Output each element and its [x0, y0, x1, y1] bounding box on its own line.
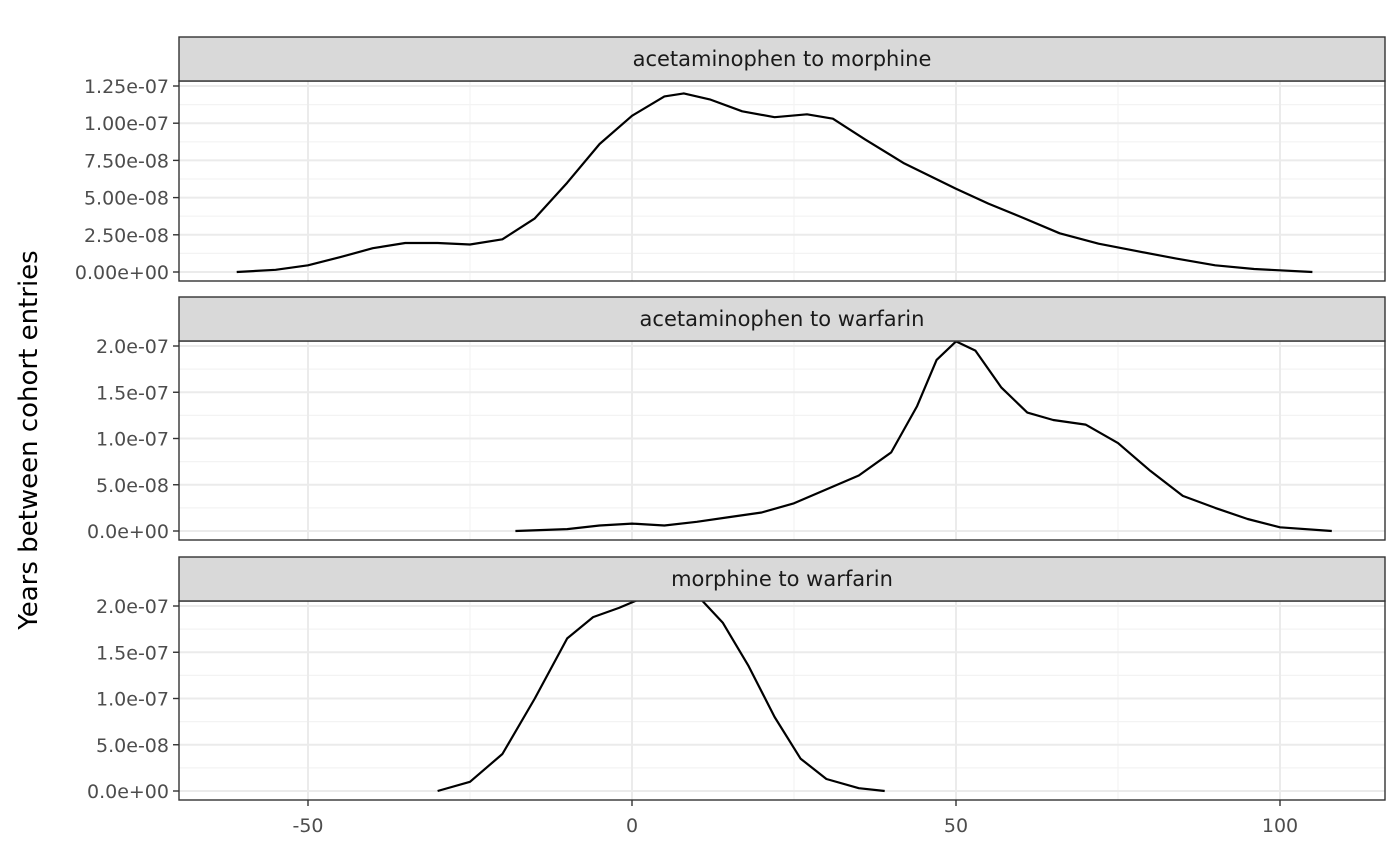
facet-panel-2: acetaminophen to warfarin 0.0e+00 5.0e-08 1… — [87, 296, 1386, 543]
y-tick-label: 7.50e-08 — [84, 150, 169, 172]
facet-panel-1: acetaminophen to morphine 0.00e+00 2.50e-0… — [75, 36, 1386, 284]
facets-layer: acetaminophen to morphine 0.00e+00 2.50e-0… — [75, 36, 1386, 803]
y-tick-label: 5.0e-08 — [96, 475, 169, 497]
density-curve — [515, 340, 1332, 533]
facet-strip-label: morphine to warfarin — [671, 567, 893, 591]
y-tick-label: 1.25e-07 — [84, 76, 169, 98]
y-tick-label: 1.00e-07 — [84, 113, 169, 135]
x-axis: -50 0 50 100 — [292, 800, 1298, 837]
facet-strip-label: acetaminophen to morphine — [633, 47, 932, 71]
x-tick-label: -50 — [292, 815, 323, 837]
y-tick-label: 2.0e-07 — [96, 336, 169, 358]
panel-background — [179, 341, 1385, 540]
y-tick-label: 2.0e-07 — [96, 596, 169, 618]
facet-strip — [178, 296, 1386, 342]
y-tick-label: 5.00e-08 — [84, 188, 169, 210]
y-tick-label: 1.0e-07 — [96, 689, 169, 711]
y-tick-label: 1.5e-07 — [96, 642, 169, 664]
facet-panel-3: morphine to warfarin 0.0e+00 5.0e-08 1.0e-0… — [87, 556, 1386, 803]
y-tick-label: 0.0e+00 — [87, 781, 169, 803]
facet-strip-label: acetaminophen to warfarin — [640, 307, 925, 331]
y-tick-label: 5.0e-08 — [96, 735, 169, 757]
y-tick-label: 2.50e-08 — [84, 225, 169, 247]
y-tick-label: 1.0e-07 — [96, 429, 169, 451]
x-tick-label: 0 — [626, 815, 638, 837]
x-tick-label: 100 — [1262, 815, 1298, 837]
panel-background — [179, 601, 1385, 800]
facet-strip — [178, 556, 1386, 602]
y-tick-label: 1.5e-07 — [96, 382, 169, 404]
x-tick-label: 50 — [944, 815, 968, 837]
y-tick-label: 0.0e+00 — [87, 521, 169, 543]
y-tick-label: 0.00e+00 — [75, 262, 169, 284]
y-axis-title: Years between cohort entries — [14, 250, 44, 630]
density-curve — [236, 92, 1313, 274]
facet-strip — [178, 36, 1386, 82]
